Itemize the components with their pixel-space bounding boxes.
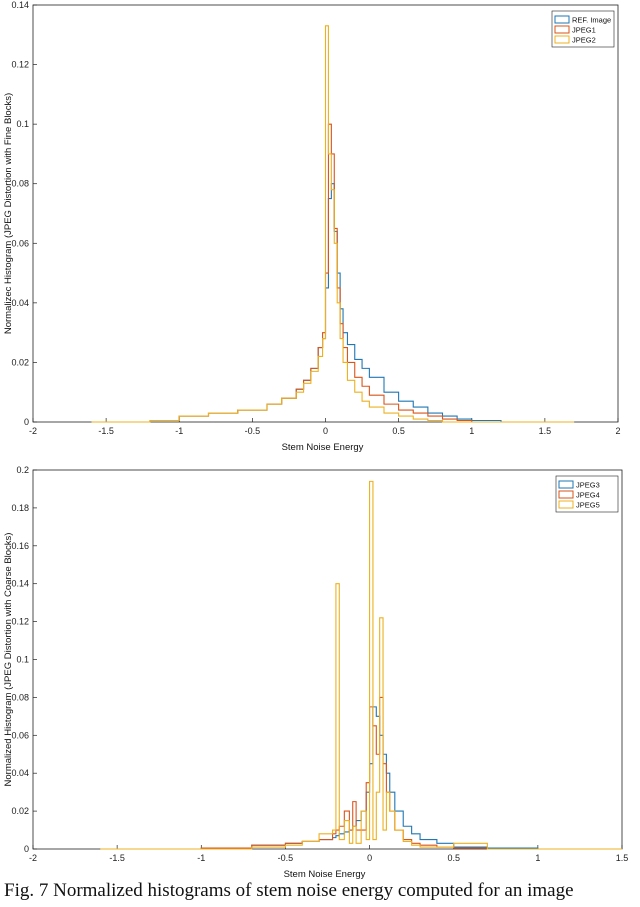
legend-box (551, 10, 615, 48)
y-tick-label: 0.14 (11, 0, 29, 10)
figure-caption: Fig. 7 Normalized histograms of stem noi… (4, 880, 574, 901)
legend-swatch (558, 500, 574, 509)
legend-entry: REF. Image (572, 16, 611, 25)
y-tick-label: 0.06 (11, 238, 29, 248)
y-tick-label: 0.12 (11, 617, 29, 627)
legend-box (555, 475, 619, 513)
x-tick-label: 0.5 (447, 853, 460, 863)
y-axis-label: Normalizec Histogram (JPEG Distortion wi… (3, 93, 14, 334)
x-tick-label: 2 (615, 426, 620, 436)
x-tick-label: 0 (367, 853, 372, 863)
x-tick-label: 1.5 (539, 426, 552, 436)
x-tick-label: 1 (535, 853, 540, 863)
x-tick-label: -2 (29, 853, 37, 863)
y-tick-label: 0.02 (11, 806, 29, 816)
y-tick-label: 0.04 (11, 768, 29, 778)
plot-frame (32, 469, 623, 850)
x-axis-label: Stem Noise Energy (282, 442, 364, 453)
y-tick-label: 0 (24, 417, 29, 427)
y-tick-label: 0.04 (11, 298, 29, 308)
legend-entry: JPEG4 (576, 491, 600, 500)
y-tick-label: 0.1 (16, 119, 29, 129)
x-tick-label: 0 (323, 426, 328, 436)
y-tick-label: 0.1 (16, 655, 29, 665)
legend-swatch (558, 490, 574, 499)
legend-entry: JPEG2 (572, 36, 596, 45)
x-tick-label: -1.5 (98, 426, 114, 436)
x-tick-label: -0.5 (245, 426, 261, 436)
x-tick-label: -2 (29, 426, 37, 436)
legend-entry: JPEG1 (572, 26, 596, 35)
legend-swatch (558, 480, 574, 489)
legend-entry: JPEG3 (576, 481, 600, 490)
y-tick-label: 0.16 (11, 541, 29, 551)
y-tick-label: 0.08 (11, 179, 29, 189)
y-axis-label: Normalized Histogram (JPEG Distortion wi… (3, 533, 14, 787)
x-tick-label: -0.5 (278, 853, 294, 863)
legend-swatch (554, 25, 570, 34)
x-tick-label: 0.5 (392, 426, 405, 436)
legend-swatch (554, 15, 570, 24)
y-tick-label: 0.2 (16, 465, 29, 475)
y-tick-label: 0.18 (11, 503, 29, 513)
y-tick-label: 0.14 (11, 579, 29, 589)
x-axis-label: Stem Noise Energy (284, 869, 366, 880)
legend-swatch (554, 35, 570, 44)
series-line-1 (91, 183, 575, 423)
x-tick-label: 1 (469, 426, 474, 436)
x-tick-label: -1 (175, 426, 183, 436)
series-line-2 (91, 123, 575, 423)
x-tick-label: 1.5 (616, 853, 629, 863)
y-tick-label: 0.02 (11, 357, 29, 367)
y-tick-label: 0.08 (11, 692, 29, 702)
y-tick-label: 0.06 (11, 730, 29, 740)
series-line-3 (100, 480, 622, 850)
series-line-3 (91, 25, 575, 423)
x-tick-label: -1.5 (109, 853, 125, 863)
legend-entry: JPEG5 (576, 501, 600, 510)
x-tick-label: -1 (197, 853, 205, 863)
y-tick-label: 0.12 (11, 60, 29, 70)
y-tick-label: 0 (24, 844, 29, 854)
chart-figure: -2 -1.5 -1 -0.5 0 0.5 1 1.5 2 0 0.02 0.04 0.06 0.08 0.… (3, 0, 628, 880)
chart-1: -2 -1.5 -1 -0.5 0 0.5 1 1.5 2 0 0.02 0.04 0.06 0.08 0.… (3, 0, 621, 453)
chart-2: -2 -1.5 -1 -0.5 0 0.5 1 1.5 0 0.02 0.04 0.06 0.08 0.1… (3, 465, 628, 880)
